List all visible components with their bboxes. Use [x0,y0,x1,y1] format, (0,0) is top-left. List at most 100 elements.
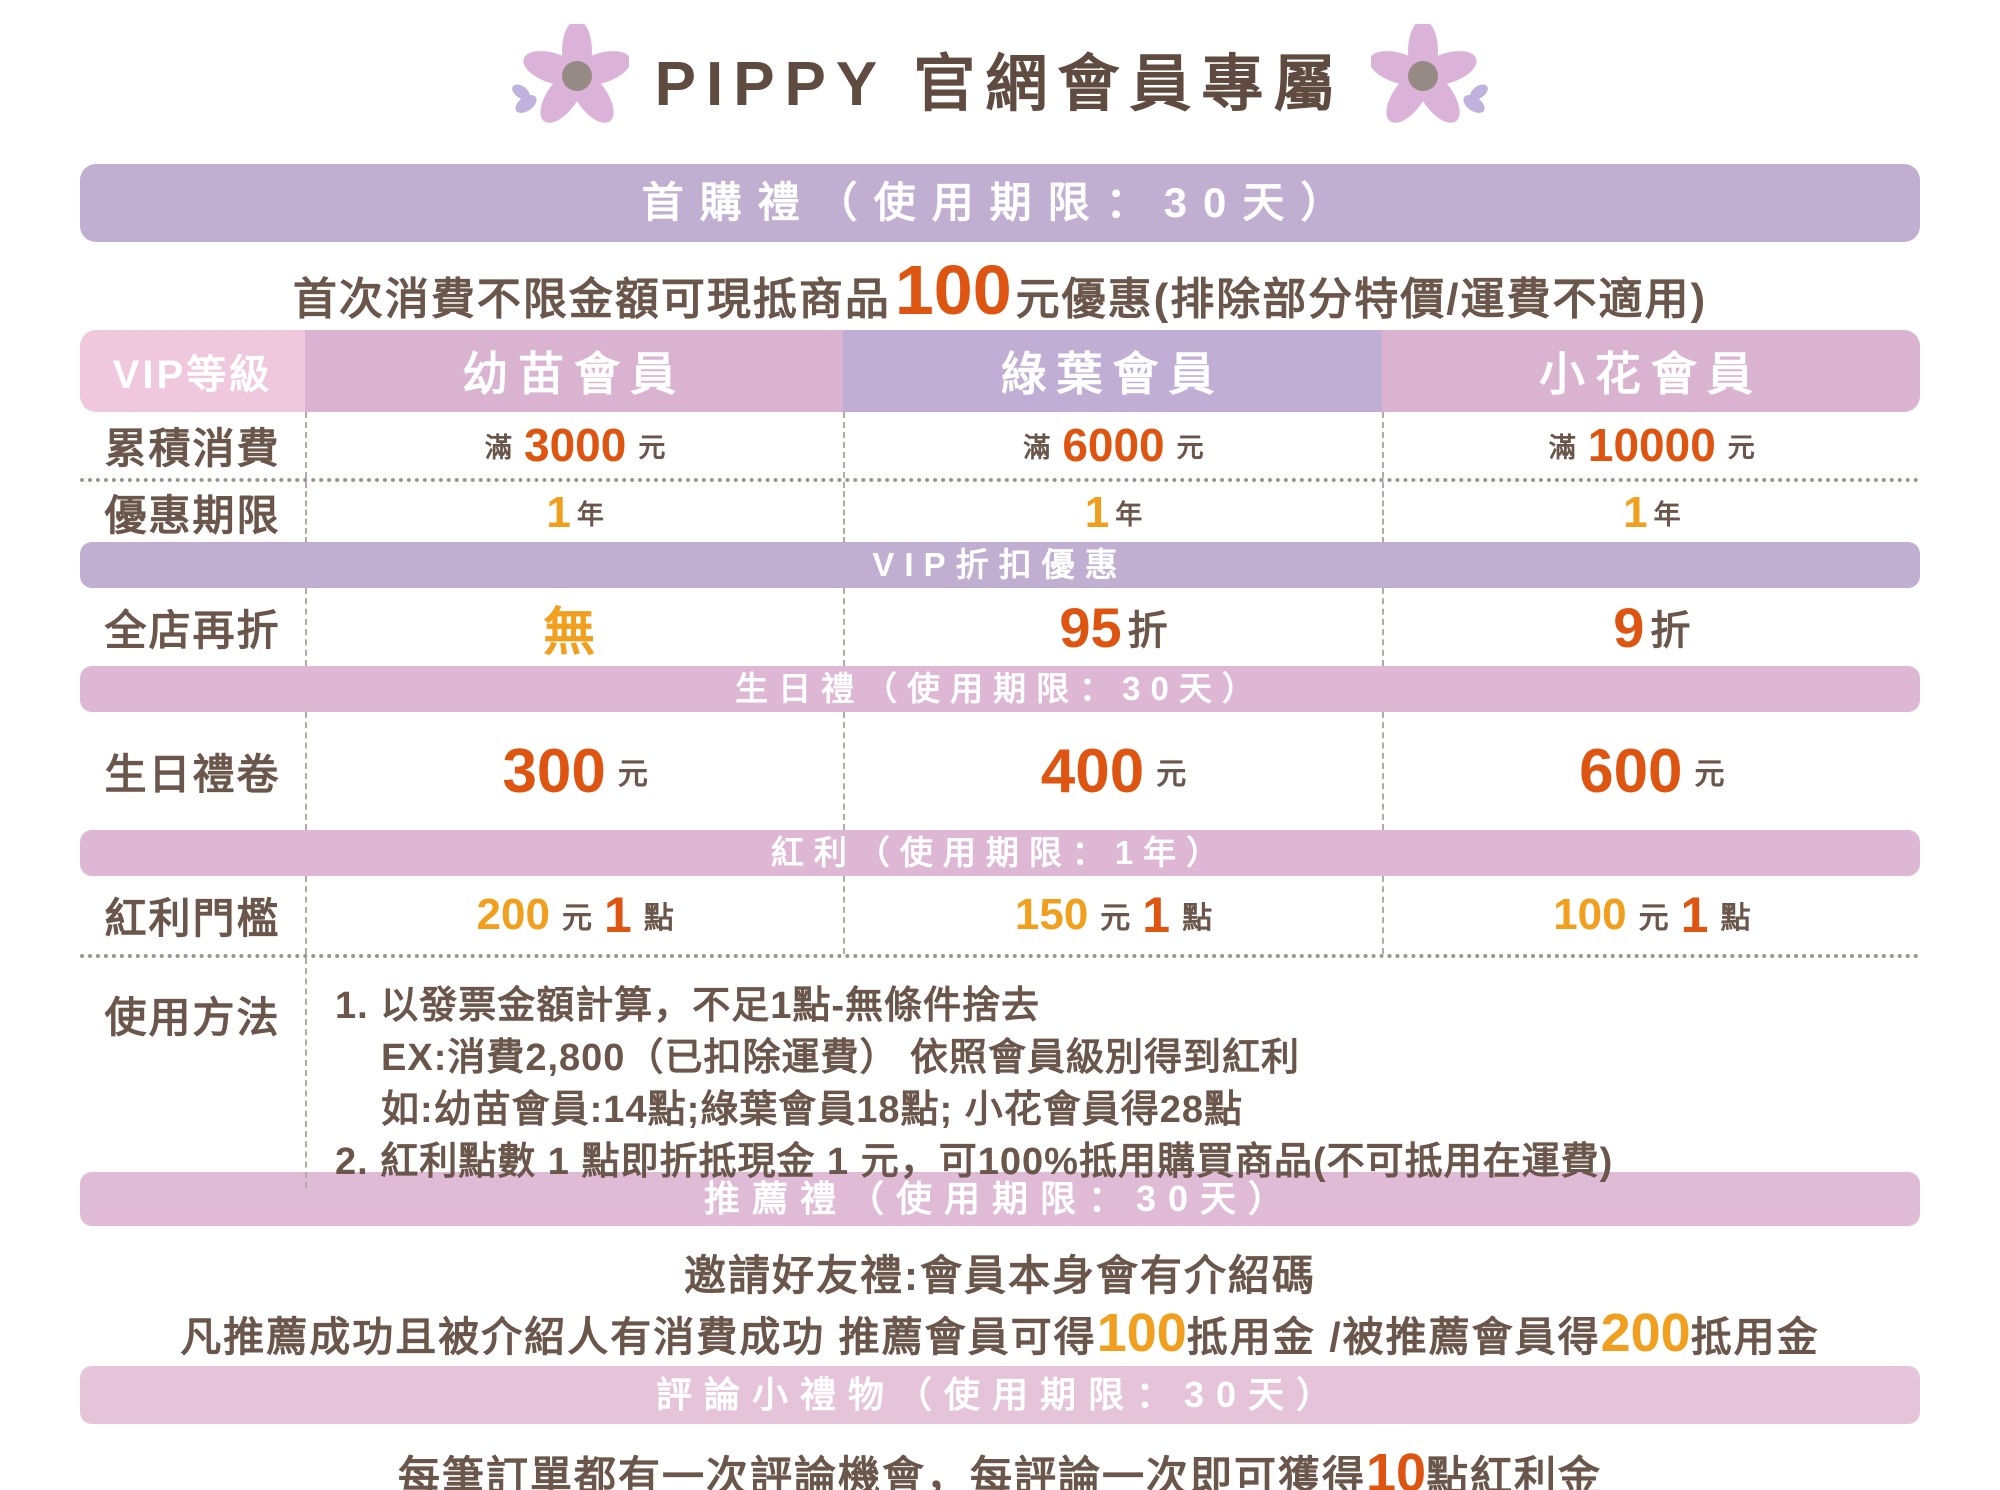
header-tier-flower: 小花會員 [1381,330,1920,412]
first-purchase-desc-pre: 首次消費不限金額可現抵商品 [292,275,891,324]
referral-reward-line: 凡推薦成功且被介紹人有消費成功 推薦會員可得 100 抵用金 /被推薦會員得 2… [0,1302,2000,1363]
bonus-points: 1 [1680,887,1709,943]
referral-gift-banner: 推薦禮（使用期限：30天） [80,1172,1920,1226]
row-label: 紅利門檻 [104,894,281,942]
birthday-value: 400 [1040,736,1145,806]
bonus-points: 1 [1142,887,1171,943]
usage-line-2: EX:消費2,800（已扣除運費） 依照會員級別得到紅利 [381,1037,1300,1079]
first-purchase-description: 首次消費不限金額可現抵商品 100 元優惠(排除部分特價/運費不適用) [0,242,2000,330]
bonus-amount: 100 [1553,890,1627,939]
period-value: 1 [546,487,571,537]
period-value: 1 [1623,487,1648,537]
discount-unit: 折 [1127,609,1168,653]
first-purchase-amount: 100 [894,251,1012,329]
referral-reward-pre: 凡推薦成功且被介紹人有消費成功 推薦會員可得 [180,1314,1097,1360]
dotted-separator [80,478,1920,482]
bonus-cell-tier2: 150 元 1 點 [843,876,1381,954]
table-row-accumulated-spend: 累積消費 滿 3000 元 滿 6000 元 滿 10000 元 [80,412,1920,478]
bonus-points-banner: 紅利（使用期限：1年） [80,830,1920,876]
spend-value: 3000 [523,419,627,471]
review-reward-pre: 每筆訂單都有一次評論機會，每評論一次即可獲得 [397,1453,1366,1490]
discount-cell-tier2: 95 折 [843,588,1381,666]
bonus-cell-tier1: 200 元 1 點 [305,876,843,954]
birthday-unit: 元 [1156,758,1187,791]
birthday-unit: 元 [1694,758,1725,791]
birthday-value: 600 [1579,736,1683,806]
bonus-cell-tier3: 100 元 1 點 [1381,876,1920,954]
spend-pre: 滿 [1023,432,1051,463]
usage-instructions: 1. 以發票金額計算，不足1點-無條件捨去 EX:消費2,800（已扣除運費） … [305,958,1920,1188]
period-unit: 年 [1653,500,1681,530]
title-row: PIPPY 官網會員專屬 [0,0,2000,138]
discount-cell-tier3: 9 折 [1381,588,1920,666]
bonus-points: 1 [603,887,632,943]
referral-invite-line: 邀請好友禮:會員本身會有介紹碼 [684,1252,1316,1299]
table-row-usage-method: 使用方法 1. 以發票金額計算，不足1點-無條件捨去 EX:消費2,800（已扣… [80,958,1920,1188]
row-label: 全店再折 [104,606,281,654]
period-cell-tier3: 1 年 [1381,482,1920,543]
birthday-cell-tier2: 400 元 [843,712,1381,830]
discount-unit: 折 [1650,609,1691,653]
first-purchase-banner: 首購禮（使用期限：30天） [80,164,1920,242]
bonus-points-unit: 點 [1720,902,1751,935]
table-row-bonus-threshold: 紅利門檻 200 元 1 點 150 元 1 點 100 元 1 點 [80,876,1920,954]
page-title: PIPPY 官網會員專屬 [654,50,1346,119]
table-row-store-discount: 全店再折 無 95 折 9 折 [80,588,1920,666]
period-unit: 年 [576,500,604,530]
period-unit: 年 [1115,500,1143,530]
review-gift-banner: 評論小禮物（使用期限：30天） [80,1366,1920,1424]
spend-pre: 滿 [1548,432,1576,463]
referral-reward-value-1: 100 [1096,1303,1187,1363]
flower-icon-right [1371,24,1489,123]
flower-icon-left [511,24,629,123]
vip-discount-banner: VIP折扣優惠 [80,542,1920,588]
birthday-value: 300 [502,736,606,806]
referral-reward-mid: 抵用金 /被推薦會員得 [1186,1314,1601,1360]
discount-value: 無 [543,603,596,662]
spend-cell-tier1: 滿 3000 元 [305,412,843,478]
review-reward-post: 點紅利金 [1426,1453,1603,1490]
spend-unit: 元 [638,432,666,463]
referral-reward-value-2: 200 [1600,1303,1691,1363]
row-label: 優惠期限 [104,492,281,539]
header-tier-greenleaf: 綠葉會員 [843,330,1382,412]
birthday-cell-tier3: 600 元 [1381,712,1920,830]
bonus-points-unit: 點 [1182,902,1213,935]
spend-unit: 元 [1176,432,1204,463]
period-value: 1 [1084,487,1110,537]
period-cell-tier2: 1 年 [843,482,1381,543]
spend-cell-tier3: 滿 10000 元 [1381,412,1920,478]
discount-value: 95 [1059,595,1122,659]
bonus-amount: 150 [1014,890,1089,939]
bonus-amount-unit: 元 [561,902,592,935]
discount-value: 9 [1613,595,1645,659]
dotted-separator [80,954,1920,958]
referral-reward-post: 抵用金 [1690,1314,1820,1360]
spend-cell-tier2: 滿 6000 元 [843,412,1381,478]
bonus-amount-unit: 元 [1638,902,1669,935]
usage-line-3: 如:幼苗會員:14點;綠葉會員18點; 小花會員得28點 [381,1089,1243,1131]
header-tier-seedling: 幼苗會員 [305,330,844,412]
spend-unit: 元 [1727,432,1755,463]
row-label: 累積消費 [104,424,281,472]
bonus-amount: 200 [476,890,550,939]
header-vip-level: VIP等級 [80,330,305,412]
bonus-amount-unit: 元 [1100,902,1131,935]
birthday-gift-banner: 生日禮（使用期限：30天） [80,666,1920,712]
first-purchase-desc-post: 元優惠(排除部分特價/運費不適用) [1015,275,1708,324]
row-label: 使用方法 [104,994,281,1041]
table-row-birthday-voucher: 生日禮卷 300 元 400 元 600 元 [80,712,1920,830]
spend-pre: 滿 [484,432,512,463]
period-cell-tier1: 1 年 [305,482,843,543]
table-row-benefit-period: 優惠期限 1 年 1 年 1 年 [80,482,1920,543]
discount-cell-tier1: 無 [305,588,843,666]
birthday-cell-tier1: 300 元 [305,712,843,830]
review-reward-line: 每筆訂單都有一次評論機會，每評論一次即可獲得 10 點紅利金 [0,1442,2000,1490]
usage-line-1: 1. 以發票金額計算，不足1點-無條件捨去 [335,985,1041,1027]
spend-value: 10000 [1587,419,1716,471]
birthday-unit: 元 [617,758,648,791]
vip-tier-table: VIP等級 幼苗會員 綠葉會員 小花會員 累積消費 滿 3000 元 滿 600… [80,330,1920,1188]
table-header-row: VIP等級 幼苗會員 綠葉會員 小花會員 [80,330,1920,412]
review-reward-value: 10 [1365,1443,1427,1490]
